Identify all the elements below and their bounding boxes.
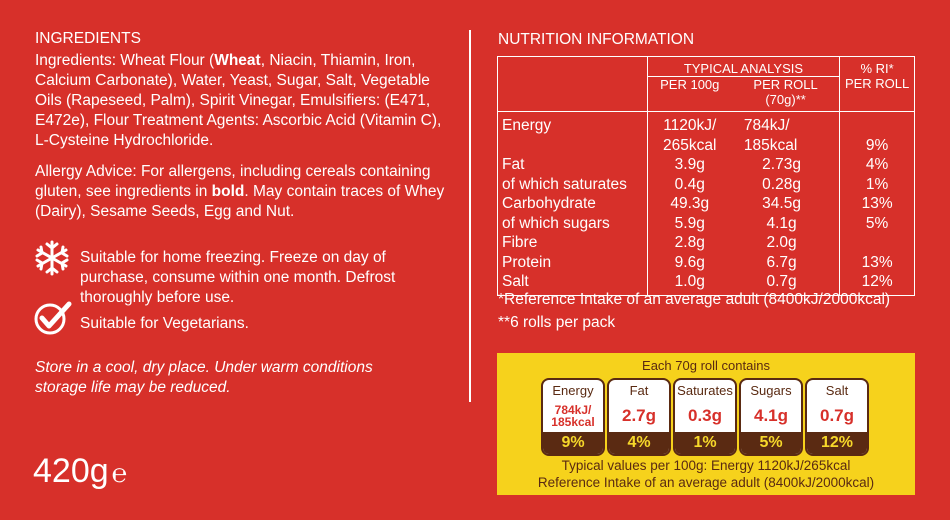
per-roll: 2.73g [762,156,801,173]
per-roll: 2.0g [766,234,797,251]
nutrient-label: of which sugars [497,213,648,233]
nutrient-percent: 9% [543,432,603,454]
freezing-text: Suitable for home freezing. Freeze on da… [80,249,396,306]
nutrient-value: 0.7g [819,406,855,425]
nutrient-name: Sugars [750,383,792,398]
traffic-light-box: Sugars 4.1g 5% [739,378,803,456]
nutrition-heading: NUTRITION INFORMATION [498,31,695,48]
per-100g: 9.6g [674,253,705,271]
nutrient-percent: 1% [675,432,735,454]
ri-cell: 12% [839,272,915,295]
per-roll: 4.1g [766,214,797,232]
bold-text: bold [211,183,245,200]
ri-header-line: % RI* [860,61,894,76]
nutrient-value: 4.1g [753,406,789,425]
traffic-light-box: Saturates 0.3g 1% [673,378,737,456]
text: , Niacin, Thiamin, Iron, Calcium Carbona… [35,52,442,149]
bold-text: Wheat [214,52,261,69]
blank-cell [497,56,648,112]
allergy-text: Allergy Advice: For allergens, including… [35,162,455,222]
nutrition-table: TYPICAL ANALYSIS % RI* PER ROLL PER 100g … [497,56,915,296]
text: Ingredients: Wheat Flour ( [35,52,215,69]
ri-cell [839,233,915,253]
nutrient-value: 0.3g [687,406,723,425]
ri-cell: 13% [839,252,915,272]
nutrient-label: Protein [497,252,648,272]
nutrient-row: Energy 1120kJ/ 265kcal 784kJ/ 185kcal 9% [497,111,915,155]
nutrient-row: Protein 9.6g 6.7g 13% [497,252,915,272]
traffic-light-box: Salt 0.7g 12% [805,378,869,456]
ri-cell: 9% [839,111,915,155]
divider [469,30,471,402]
nutrient-label: Fat [497,155,648,175]
storage-text: Store in a cool, dry place. Under warm c… [35,359,373,396]
nutrient-row: Fibre 2.8g 2.0g [497,233,915,253]
ri-cell: 5% [839,213,915,233]
per-roll: 6.7g [766,253,797,271]
per-100g: 1.0g [674,273,705,290]
nutrient-label: Fibre [497,233,648,253]
traffic-light-box: Energy 784kJ/ 185kcal 9% [541,378,605,456]
nutrient-value: 784kJ/ 185kcal [551,403,595,429]
ingredients-text: Ingredients: Wheat Flour (Wheat, Niacin,… [35,51,455,151]
nutrient-percent: 4% [609,432,669,454]
nutrient-row: Carbohydrate 49.3g 34.5g 13% [497,194,915,214]
estimated-mark: ℮ [111,458,128,488]
nutrient-label: of which saturates [497,174,648,194]
nutrient-name: Saturates [677,383,733,398]
nutrient-label: Energy [497,111,648,155]
nutrient-row: Salt 1.0g 0.7g 12% [497,272,915,295]
footnote: *Reference Intake of an average adult (8… [498,291,891,308]
per-100g: 0.4g [674,175,705,193]
text: Allergy Advice: For allergens, including… [35,163,431,200]
per-100g: 3.9g [674,156,705,173]
per-100g: 1120kJ/ 265kcal [663,117,717,154]
nutrient-percent: 5% [741,432,801,454]
per-100g: 5.9g [674,214,705,232]
nutrient-name: Energy [552,383,594,398]
ri-header: % RI* PER ROLL [839,56,915,112]
per-100g: 49.3g [670,195,710,212]
footer-line: Reference Intake of an average adult (84… [537,475,875,490]
nutrient-row: Fat 3.9g 2.73g 4% [497,155,915,175]
footnotes: *Reference Intake of an average adult (8… [498,290,890,336]
per-roll: 784kJ/ 185kcal [743,117,798,154]
nutrient-percent: 12% [807,432,867,454]
per-roll: 0.7g [766,273,797,290]
ri-cell: 4% [839,155,915,175]
per-100g: 2.8g [674,234,705,251]
check-icon [34,301,72,335]
column-header: PER ROLL (70g)** [753,77,818,107]
ri-cell: 13% [839,194,915,214]
panel-footer: Typical values per 100g: Energy 1120kJ/2… [497,457,915,491]
weight-amount: 420g [33,452,109,490]
nutrient-value: 2.7g [621,406,657,425]
panel-heading: Each 70g roll contains [642,358,770,373]
table-body: Energy 1120kJ/ 265kcal 784kJ/ 185kcal 9% Fat… [497,111,915,295]
nutrient-name: Fat [629,383,649,398]
header-row: PER 100g PER ROLL (70g)** [497,76,915,112]
text: . May contain traces of Whey (Dairy), Se… [35,183,445,220]
net-weight: 420g ℮ [33,452,127,491]
column-header: PER 100g [660,77,720,92]
per-roll: 0.28g [762,175,801,193]
nutrient-row: of which saturates 0.4g 0.28g 1% [497,174,915,194]
nutrient-label: Salt [497,272,648,295]
snowflake-icon [35,240,69,276]
vegetarian-text: Suitable for Vegetarians. [80,315,249,332]
nutrient-row: of which sugars 5.9g 4.1g 5% [497,213,915,233]
per-roll: 34.5g [762,195,801,212]
nutrient-name: Salt [825,383,849,398]
traffic-light-box: Fat 2.7g 4% [607,378,671,456]
ri-header-line: PER ROLL [844,76,910,91]
table-head: TYPICAL ANALYSIS % RI* PER ROLL PER 100g … [497,56,915,112]
ingredients-heading: INGREDIENTS [35,30,141,47]
header-row: TYPICAL ANALYSIS % RI* PER ROLL [497,56,915,112]
group-header: TYPICAL ANALYSIS [683,61,804,76]
footnote: **6 rolls per pack [498,314,616,331]
footer-line: Typical values per 100g: Energy 1120kJ/2… [561,458,851,473]
nutrient-label: Carbohydrate [497,194,648,214]
ri-cell: 1% [839,174,915,194]
